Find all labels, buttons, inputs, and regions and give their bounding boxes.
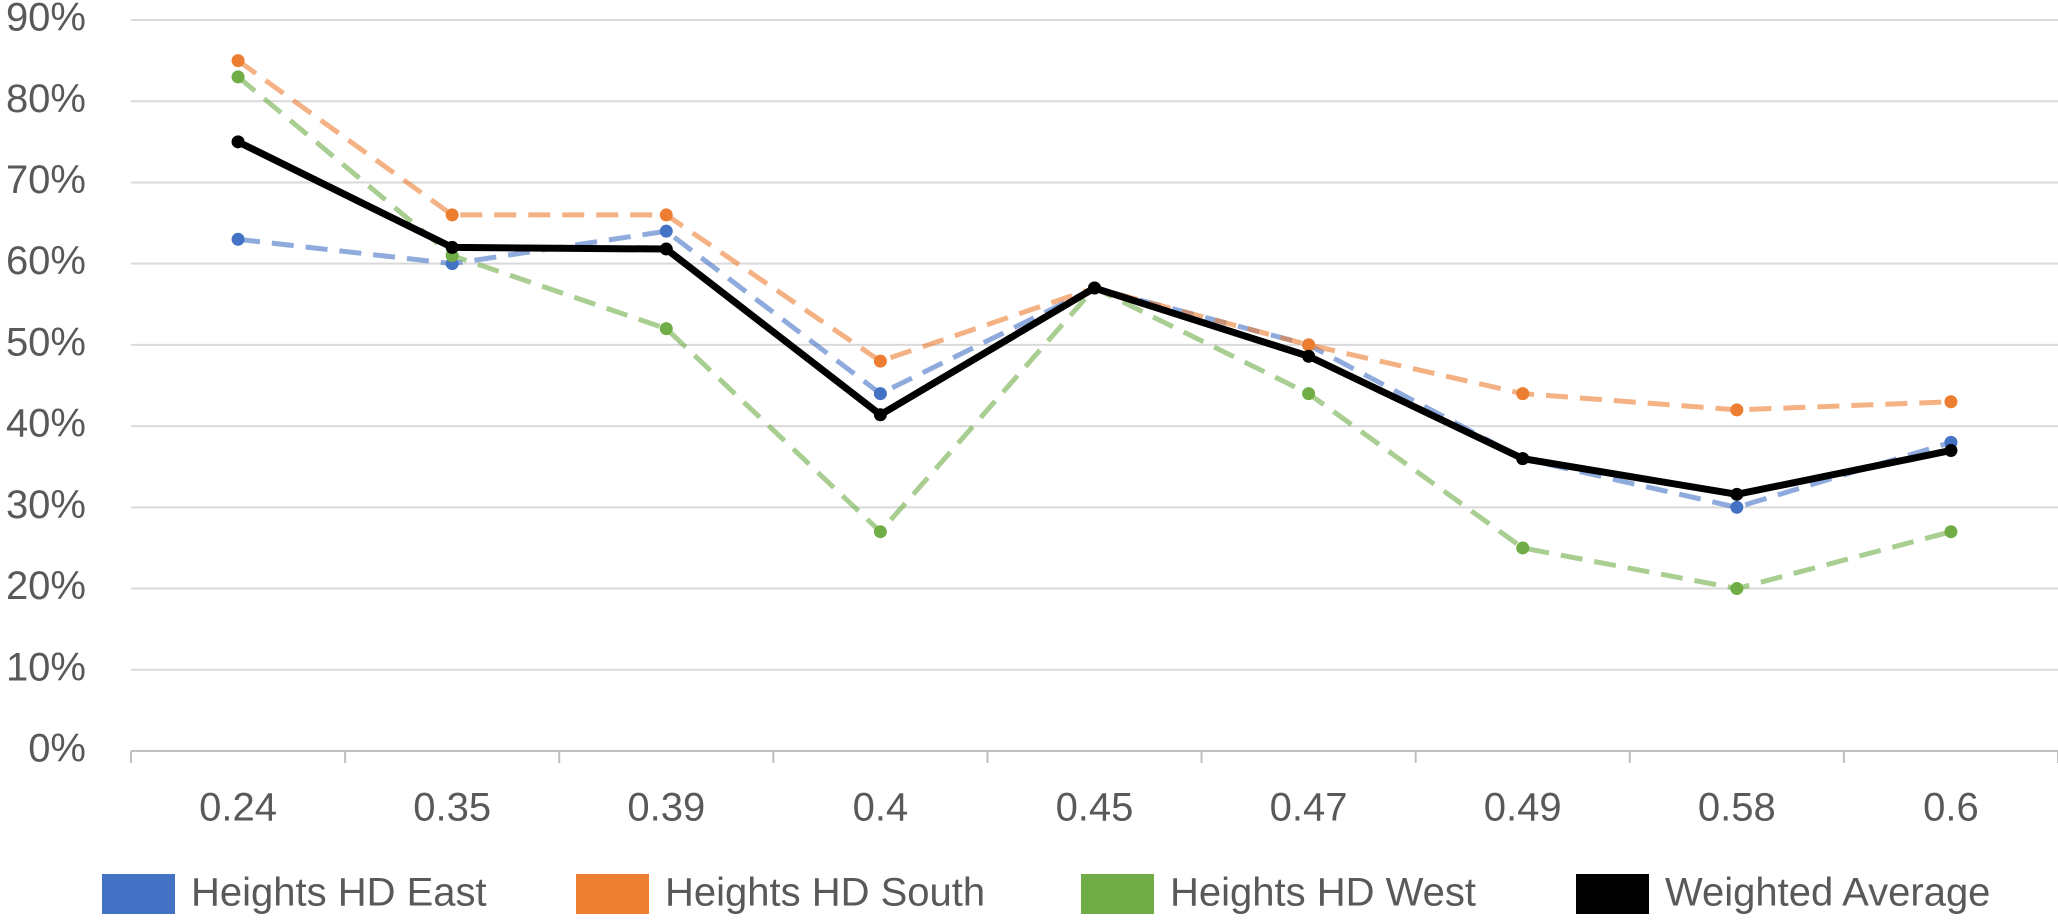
point: [1730, 403, 1744, 417]
point: [1302, 349, 1316, 363]
x-tick-label: 0.24: [199, 786, 277, 830]
y-tick-label: 50%: [6, 320, 86, 364]
point: [659, 208, 673, 222]
series-line: [236, 58, 1952, 413]
legend-swatch: [1081, 874, 1154, 914]
point: [231, 135, 245, 149]
y-tick-label: 0%: [28, 727, 86, 771]
point: [659, 242, 673, 256]
point: [1516, 452, 1530, 466]
point: [231, 70, 245, 84]
y-tick-label: 90%: [6, 0, 86, 40]
point: [873, 408, 887, 422]
point: [231, 54, 245, 68]
point: [659, 224, 673, 238]
x-tick-label: 0.4: [853, 786, 909, 830]
y-tick-label: 20%: [6, 564, 86, 608]
legend-label: Weighted Average: [1665, 871, 1990, 915]
point: [445, 208, 459, 222]
y-tick-label: 40%: [6, 402, 86, 446]
point: [1516, 541, 1530, 555]
legend-swatch: [1576, 874, 1649, 914]
legend-swatch: [576, 874, 649, 914]
point: [873, 354, 887, 368]
point: [1516, 387, 1530, 401]
y-tick-label: 60%: [6, 239, 86, 283]
y-tick-label: 10%: [6, 645, 86, 689]
point: [231, 232, 245, 246]
x-tick-label: 0.49: [1484, 786, 1562, 830]
legend-swatch: [102, 874, 175, 914]
series-line: [236, 138, 1952, 498]
legend-label: Heights HD West: [1170, 871, 1476, 915]
point: [1302, 387, 1316, 401]
point: [1730, 582, 1744, 596]
point: [1944, 395, 1958, 409]
y-tick-label: 80%: [6, 77, 86, 121]
point: [873, 387, 887, 401]
legend-label: Heights HD South: [665, 871, 985, 915]
x-tick-label: 0.58: [1698, 786, 1776, 830]
x-tick-label: 0.6: [1923, 786, 1979, 830]
point: [659, 322, 673, 336]
legend-label: Heights HD East: [191, 871, 487, 915]
x-tick-label: 0.39: [627, 786, 705, 830]
point: [1944, 443, 1958, 457]
x-tick-label: 0.35: [413, 786, 491, 830]
point: [1088, 281, 1101, 295]
x-tick-label: 0.47: [1270, 786, 1348, 830]
y-tick-label: 30%: [6, 483, 86, 527]
point: [1730, 487, 1744, 501]
point: [873, 525, 887, 539]
point: [1730, 500, 1744, 514]
point: [1944, 525, 1958, 539]
y-tick-label: 70%: [6, 158, 86, 202]
point: [445, 240, 459, 254]
point: [1302, 338, 1316, 352]
series-line: [236, 74, 1952, 592]
x-tick-label: 0.45: [1056, 786, 1134, 830]
